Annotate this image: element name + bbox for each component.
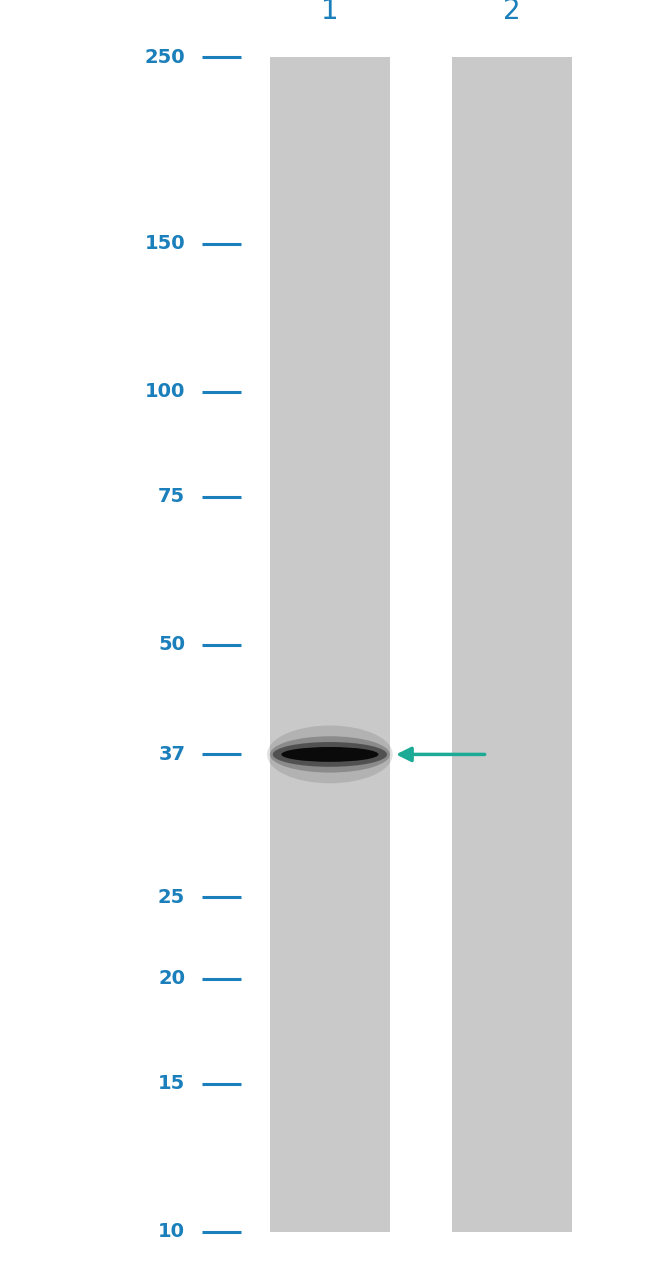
Ellipse shape	[281, 747, 378, 762]
Text: 75: 75	[158, 488, 185, 505]
Bar	[270, 57, 390, 1232]
Text: 1: 1	[321, 0, 339, 25]
Text: 25: 25	[158, 888, 185, 907]
Text: 100: 100	[145, 382, 185, 401]
Text: 150: 150	[144, 234, 185, 253]
Bar	[452, 57, 572, 1232]
Text: 20: 20	[158, 969, 185, 988]
Text: 50: 50	[158, 635, 185, 654]
Text: 15: 15	[158, 1074, 185, 1093]
Ellipse shape	[267, 725, 393, 784]
Text: 2: 2	[503, 0, 521, 25]
Ellipse shape	[273, 742, 387, 767]
Text: 10: 10	[158, 1223, 185, 1241]
Ellipse shape	[270, 737, 390, 772]
Text: 250: 250	[144, 48, 185, 66]
Text: 37: 37	[158, 745, 185, 765]
